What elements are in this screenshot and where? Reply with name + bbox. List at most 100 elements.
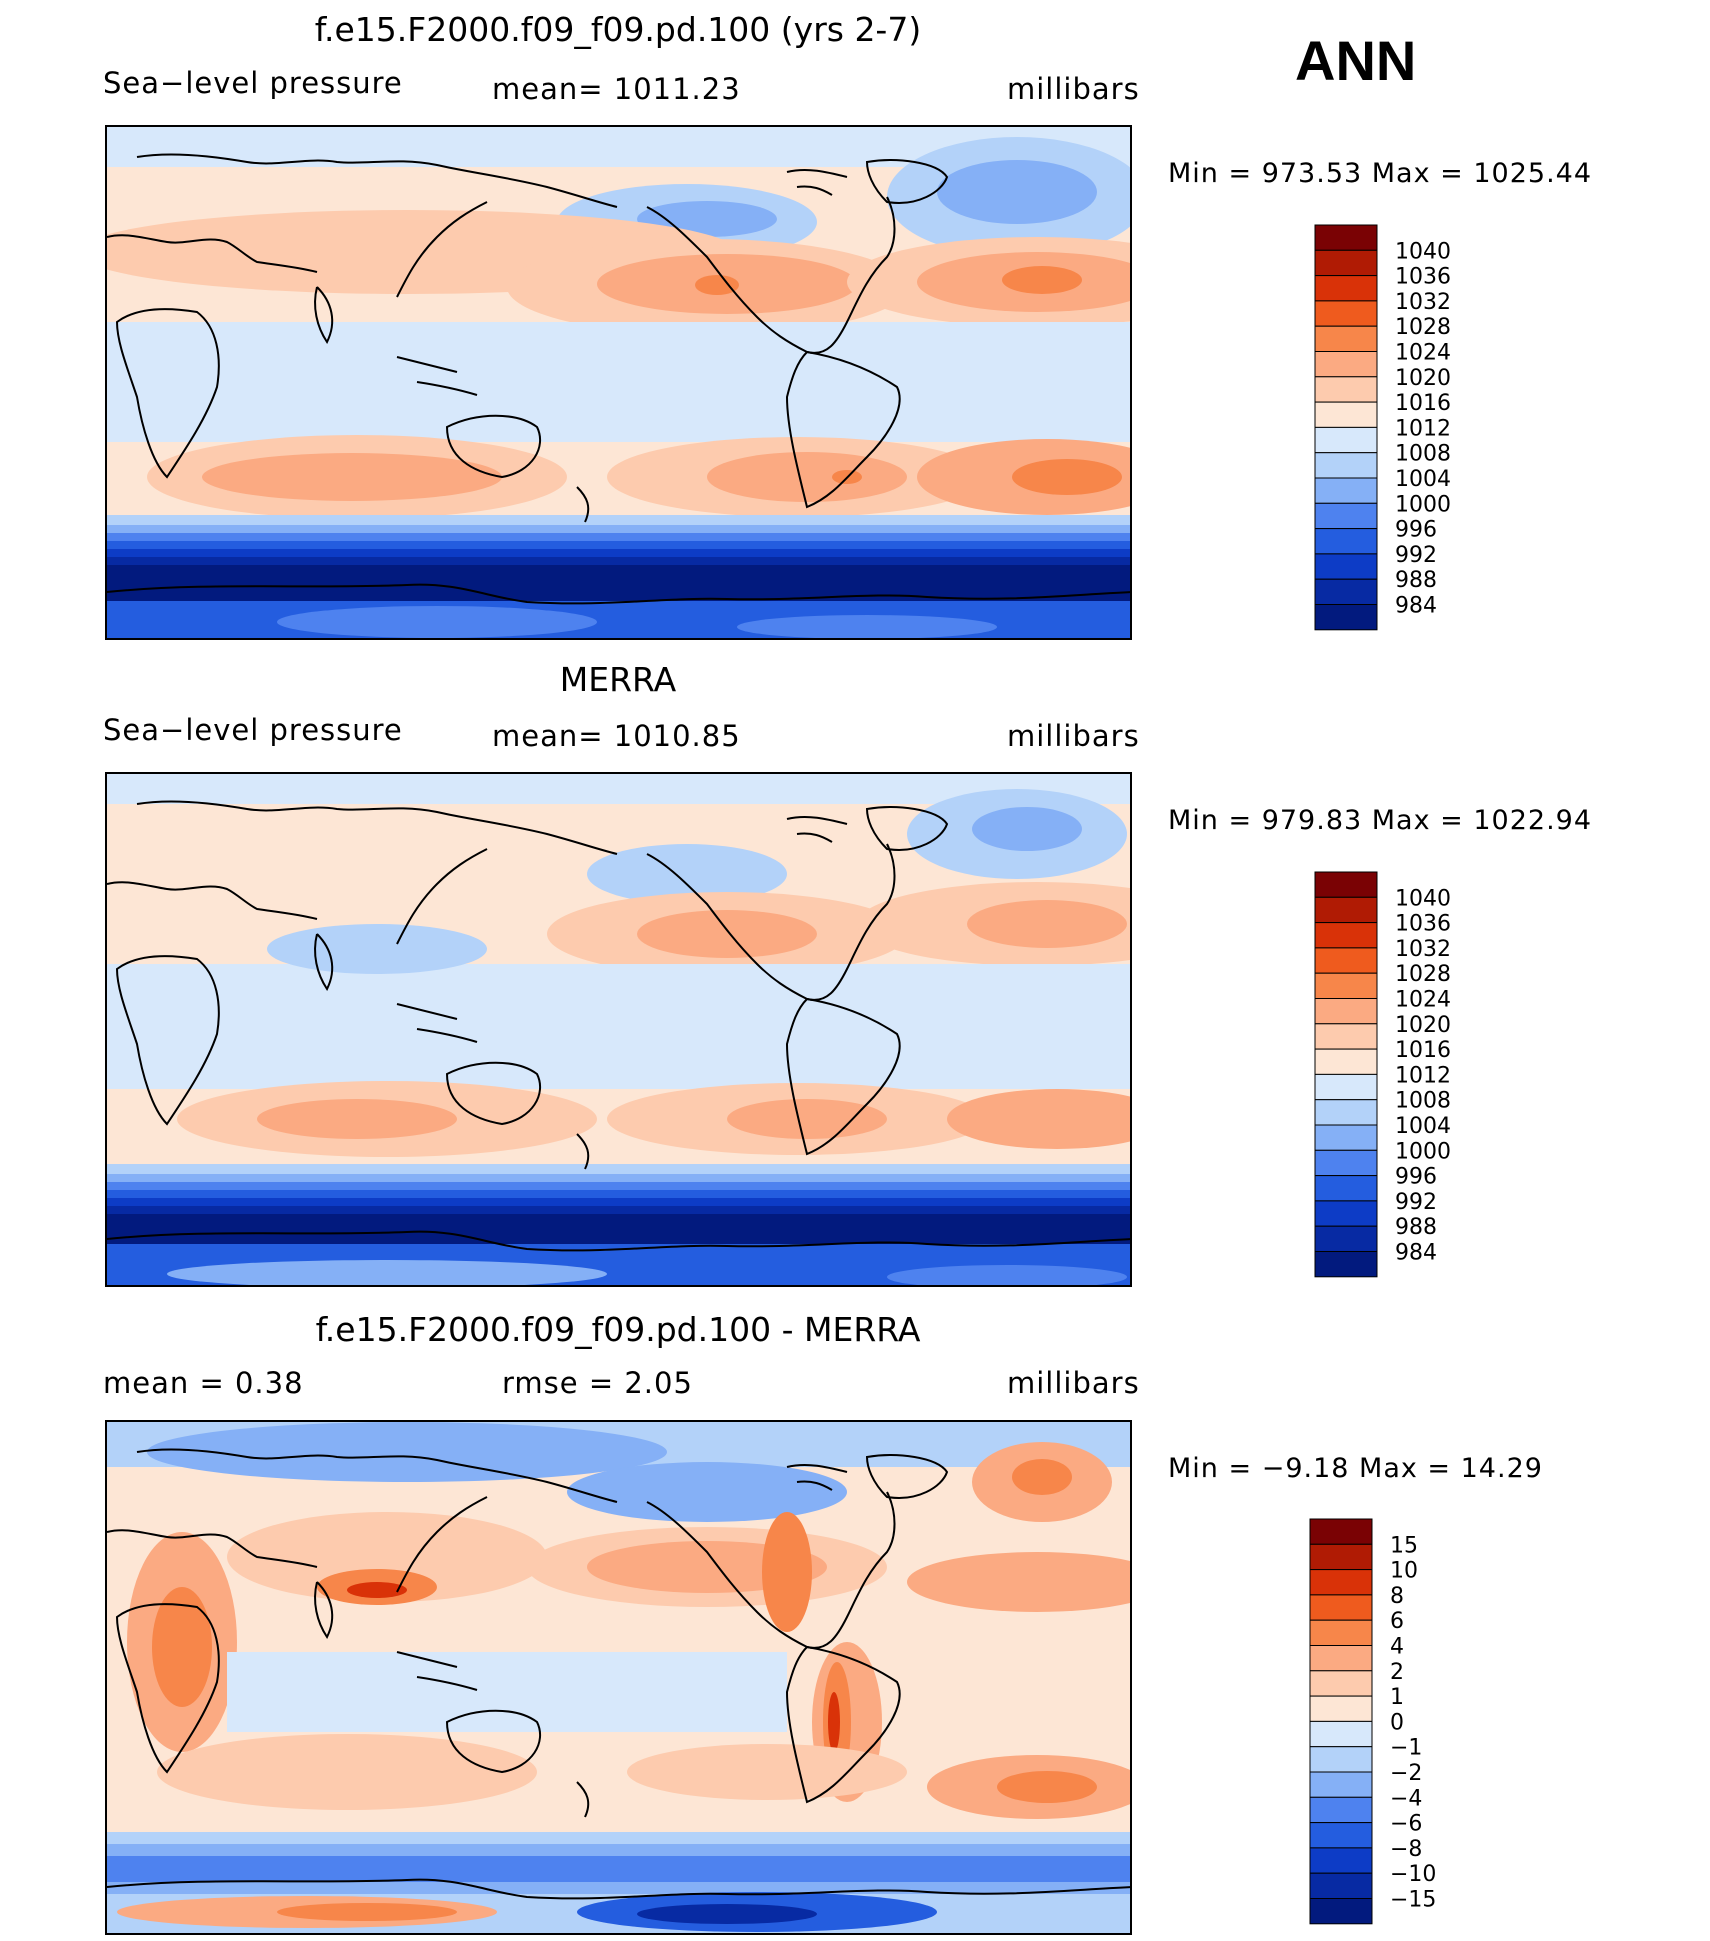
circumpolar-trough (107, 1214, 1130, 1244)
europe-coast (107, 1529, 318, 1568)
colorbar-box-10 (1314, 477, 1378, 504)
colorbar-box-4 (1314, 325, 1378, 352)
colorbar-box-14 (1309, 1872, 1373, 1900)
colorbar-tick-label: 1008 (1395, 1089, 1451, 1114)
tropical-neg-band (227, 1652, 787, 1732)
australia-outline (445, 1061, 542, 1126)
antarctica (107, 601, 1130, 638)
panel3-colorbar: 15 10 8 6 4 2 1 0 −1 −2 −4 −6 −8 −10 −15 (1309, 1518, 1550, 1925)
azores-high-core (1002, 266, 1082, 294)
africa-pos-core (152, 1587, 212, 1707)
new-zealand (576, 1133, 590, 1170)
colorbar-tick-label: 984 (1395, 594, 1437, 619)
colorbar-box-0 (1314, 224, 1378, 251)
south-asia-low (267, 924, 487, 974)
colorbar-tick-label: 1028 (1395, 315, 1451, 340)
south-america-outline (785, 997, 901, 1156)
colorbar-box-15 (1314, 1251, 1378, 1278)
colorbar-tick-label: 1016 (1395, 391, 1451, 416)
antarctica-high (167, 1260, 607, 1285)
colorbar-tick-label: 0 (1390, 1710, 1404, 1735)
azores-high-core (967, 900, 1127, 948)
colorbar-box-10 (1309, 1771, 1373, 1798)
se-asia-islands (396, 356, 478, 396)
asia-pos (227, 1512, 547, 1602)
colorbar-box-3 (1314, 300, 1378, 327)
colorbar-box-8 (1309, 1720, 1373, 1748)
colorbar-box-6 (1314, 1023, 1378, 1050)
panel2-variable-label: Sea−level pressure (103, 713, 403, 747)
colorbar-box-0 (1314, 871, 1378, 898)
east-asia-coast (396, 848, 488, 945)
colorbar-tick-label: 1024 (1395, 988, 1451, 1013)
colorbar-box-14 (1314, 578, 1378, 606)
australia-outline (445, 414, 542, 479)
panel3-mean-label: mean = 0.38 (103, 1366, 304, 1400)
greenland (865, 159, 949, 204)
colorbar-tick-label: 6 (1390, 1609, 1404, 1634)
sh-subtropical-indian-core (202, 453, 502, 501)
colorbar-tick-label: 1004 (1395, 467, 1451, 492)
tropical-low-band (107, 964, 1130, 1089)
icelandic-low-core (972, 807, 1082, 851)
panel3-title: f.e15.F2000.f09_f09.pd.100 - MERRA (315, 1310, 921, 1349)
colorbar-tick-label: 8 (1390, 1584, 1404, 1609)
colorbar-tick-label: 1028 (1395, 962, 1451, 987)
north-atlantic-pos (907, 1552, 1130, 1612)
coastlines (107, 1448, 1130, 1900)
sh-subtropical-pacific-core (707, 452, 907, 502)
east-asia-coast (396, 1496, 488, 1593)
colorbar-tick-label: 984 (1395, 1241, 1437, 1266)
sh-indian-pos (157, 1734, 537, 1810)
panel1-colorbar: 1040 1036 1032 1028 1024 1020 1016 1012 1008 1004… (1314, 224, 1555, 631)
aleutian-low (587, 844, 787, 904)
colorbar-tick-label: 988 (1395, 568, 1437, 593)
panel2-units-label: millibars (1007, 719, 1140, 753)
colorbar-box-10 (1314, 1124, 1378, 1151)
greenland-pos-core (1012, 1459, 1072, 1495)
colorbar-box-11 (1314, 502, 1378, 530)
tropical-low-band (107, 322, 1130, 442)
colorbar-box-11 (1314, 1149, 1378, 1177)
colorbar-box-1 (1314, 249, 1378, 277)
colorbar-tick-label: 1032 (1395, 937, 1451, 962)
india-coast (314, 286, 334, 344)
africa-outline (115, 955, 220, 1126)
panel1-variable-label: Sea−level pressure (103, 66, 403, 100)
arctic-islands (786, 1463, 848, 1491)
colorbar-tick-label: 1036 (1395, 912, 1451, 937)
colorbar-tick-label: 988 (1395, 1215, 1437, 1240)
eurasia-north-coast (136, 153, 618, 208)
colorbar-box-2 (1314, 275, 1378, 302)
icelandic-low-core (937, 160, 1097, 224)
colorbar-box-8 (1314, 1073, 1378, 1101)
antarctica-coast (107, 1878, 1130, 1900)
colorbar-tick-label: 1000 (1395, 492, 1451, 517)
colorbar-tick-label: 1032 (1395, 290, 1451, 315)
colorbar-box-4 (1309, 1619, 1373, 1646)
colorbar-tick-label: 4 (1390, 1635, 1404, 1660)
colorbar-box-9 (1314, 452, 1378, 479)
north-pacific-high-core (637, 910, 817, 958)
coastlines (107, 153, 1130, 605)
colorbar-tick-label: 10 (1390, 1559, 1418, 1584)
new-zealand (576, 486, 590, 523)
europe-coast (107, 881, 318, 920)
panel3-map (105, 1420, 1132, 1935)
panel2-colorbar: 1040 1036 1032 1028 1024 1020 1016 1012 1008 1004… (1314, 871, 1555, 1278)
tibet-pos-core (347, 1582, 407, 1598)
colorbar-box-0 (1309, 1518, 1373, 1545)
colorbar-tick-label: 1008 (1395, 442, 1451, 467)
new-zealand (576, 1781, 590, 1818)
colorbar-box-3 (1309, 1594, 1373, 1621)
colorbar-box-5 (1314, 998, 1378, 1025)
arctic-neg-1 (147, 1422, 667, 1482)
colorbar-tick-label: −6 (1390, 1812, 1422, 1837)
panel2-minmax-label: Min = 979.83 Max = 1022.94 (1168, 805, 1593, 836)
colorbar-tick-label: −1 (1390, 1736, 1422, 1761)
europe-coast (107, 234, 318, 273)
sh-subtropical-atlantic (947, 1089, 1130, 1149)
colorbar-box-4 (1314, 972, 1378, 999)
colorbar-box-12 (1309, 1822, 1373, 1849)
arctic-neg-2 (567, 1462, 847, 1522)
